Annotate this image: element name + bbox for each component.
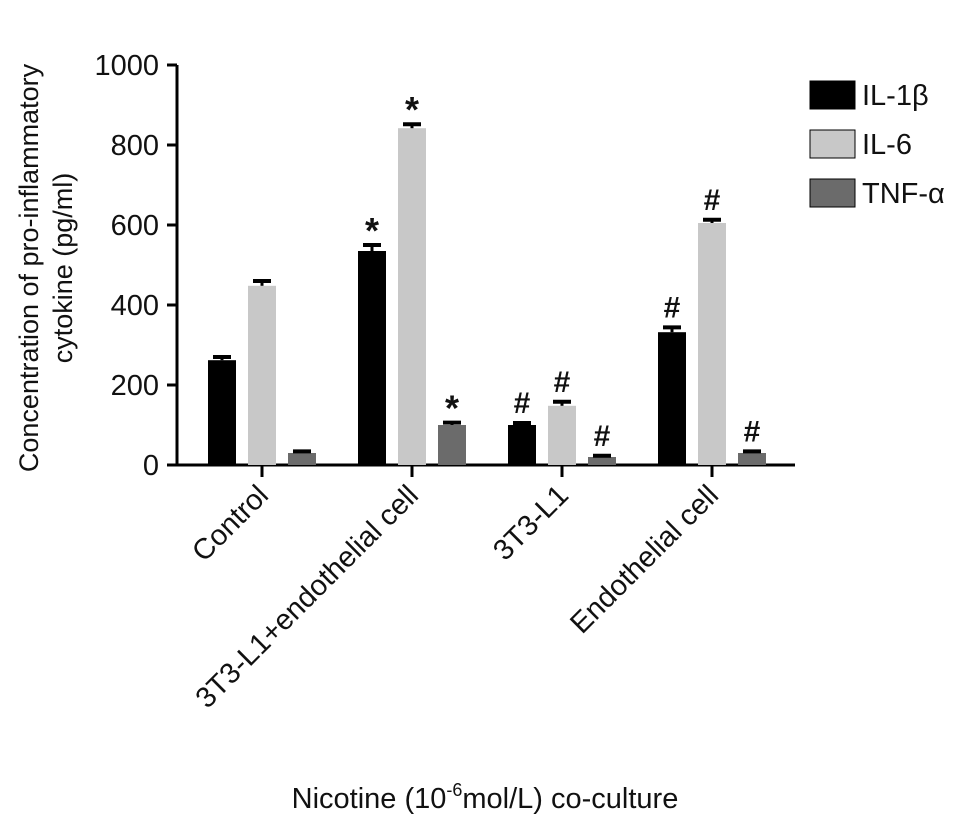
bar bbox=[508, 425, 536, 465]
x-tick-label: Endothelial cell bbox=[564, 479, 725, 640]
significance-mark: # bbox=[554, 366, 571, 399]
y-tick-label: 1000 bbox=[94, 50, 159, 82]
legend-swatch bbox=[809, 80, 856, 110]
bar bbox=[738, 453, 766, 465]
bar bbox=[208, 360, 236, 465]
legend-swatch bbox=[809, 178, 856, 208]
significance-mark: # bbox=[514, 387, 531, 420]
legend-label: IL-1β bbox=[862, 80, 929, 112]
y-axis-label-line2: cytokine (pg/ml) bbox=[48, 173, 78, 364]
significance-mark: * bbox=[365, 210, 379, 251]
y-tick-label: 800 bbox=[111, 130, 159, 162]
bar bbox=[398, 128, 426, 465]
x-axis-label-end: mol/L) co-culture bbox=[462, 783, 678, 815]
x-axis-label-exponent: -6 bbox=[446, 780, 462, 800]
y-tick-label: 0 bbox=[143, 450, 159, 482]
y-axis: 0 200 400 600 800 1000 bbox=[94, 50, 179, 482]
y-tick-label: 400 bbox=[111, 290, 159, 322]
bar bbox=[358, 251, 386, 465]
significance-mark: * bbox=[445, 388, 459, 429]
bar bbox=[698, 223, 726, 465]
significance-mark: # bbox=[704, 184, 721, 217]
significance-mark: # bbox=[664, 291, 681, 324]
significance-mark: # bbox=[744, 415, 761, 448]
bar bbox=[588, 457, 616, 465]
bar bbox=[288, 453, 316, 465]
legend: IL-1β IL-6 TNF-α bbox=[809, 80, 945, 210]
legend-swatch bbox=[809, 129, 856, 159]
bar bbox=[548, 405, 576, 465]
x-axis-label-main: Nicotine (10 bbox=[292, 783, 447, 815]
x-tick-label: Control bbox=[186, 479, 275, 568]
x-axis-label: Nicotine (10-6mol/L) co-culture bbox=[292, 780, 679, 815]
significance-mark: * bbox=[405, 89, 419, 130]
x-tick-label: 3T3-L1 bbox=[487, 479, 575, 567]
bar bbox=[438, 425, 466, 465]
bar bbox=[658, 332, 686, 465]
y-axis-label-line1: Concentration of pro-inflammatory bbox=[14, 63, 44, 472]
significance-mark: # bbox=[594, 420, 611, 453]
y-tick-label: 600 bbox=[111, 210, 159, 242]
legend-label: TNF-α bbox=[862, 178, 945, 210]
bars: * # # * # # * # # bbox=[208, 89, 766, 465]
legend-label: IL-6 bbox=[862, 129, 912, 161]
y-tick-label: 200 bbox=[111, 370, 159, 402]
bar bbox=[248, 285, 276, 465]
